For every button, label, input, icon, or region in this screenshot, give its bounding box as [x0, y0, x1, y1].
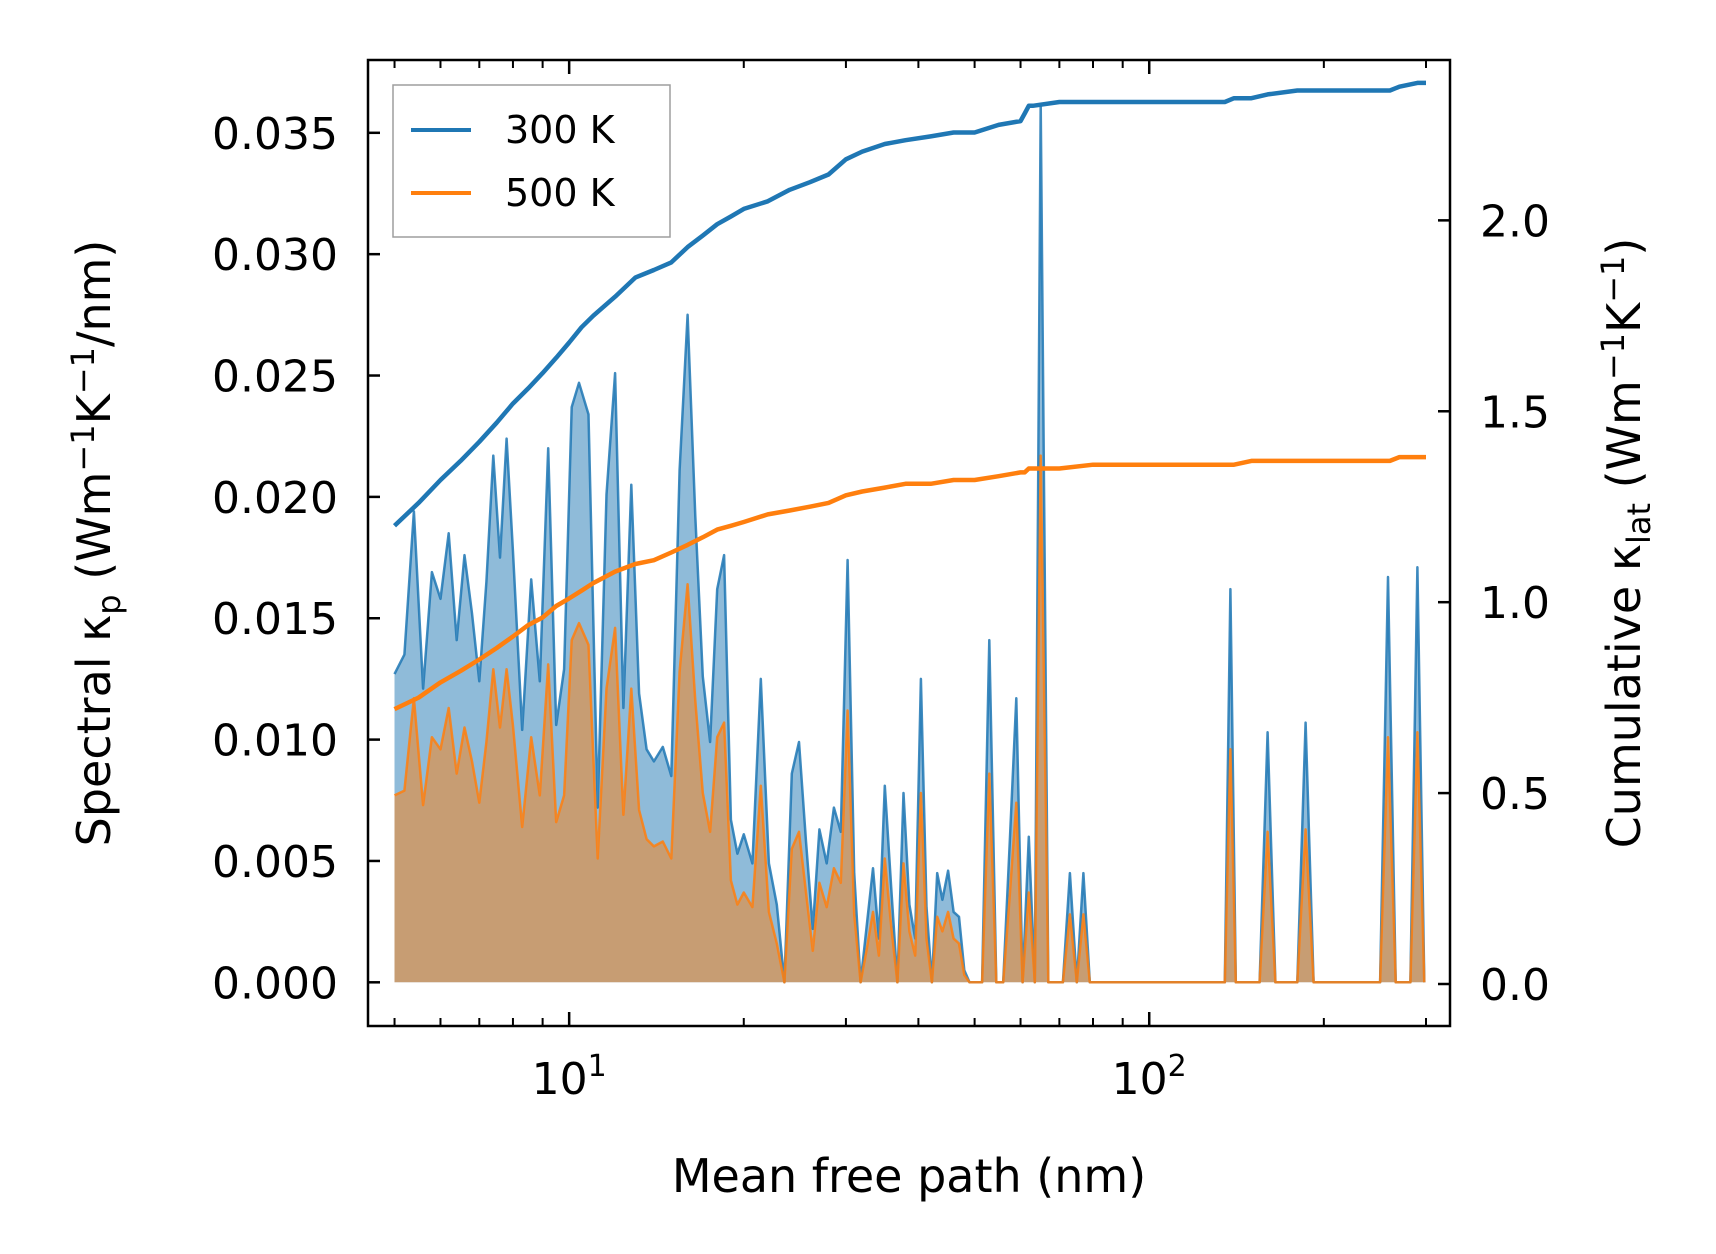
spectral-area-300k	[394, 103, 1425, 983]
y-left-label-sub: p	[90, 594, 128, 614]
data-lines	[392, 80, 1426, 712]
cumulative-line-300k	[392, 80, 1426, 528]
y-left-label-unit-open: (Wm	[67, 472, 121, 595]
y-left-label-unit-close: /nm)	[67, 240, 121, 347]
y-right-tick-label: 0.5	[1480, 769, 1550, 820]
spectral-line-500k	[393, 454, 1426, 984]
spectral-area-500k	[394, 455, 1425, 983]
cumulative-line-500k	[393, 454, 1426, 712]
y-right-label-exp1: −1	[1594, 333, 1632, 380]
x-tick-label: 101	[532, 1049, 607, 1105]
y-right-axis-label: Cumulative κlat (Wm−1K−1)	[1594, 238, 1658, 849]
y-right-label-sub: lat	[1620, 503, 1658, 544]
spectral-fills	[393, 102, 1426, 984]
y-left-tick-label: 0.035	[212, 109, 338, 160]
y-left-tick-label: 0.025	[212, 352, 338, 403]
y-left-label-exp2: −1	[64, 347, 102, 394]
y-right-label-unit-close: )	[1597, 238, 1651, 256]
axis-ticks: 0.000 0.005 0.010 0.015 0.020 0.025 0.030 0.035…	[212, 60, 1550, 1105]
legend-label-500k: 500 K	[505, 171, 616, 215]
y-left-tick-label: 0.000	[212, 958, 338, 1009]
y-left-tick-label: 0.005	[212, 837, 338, 888]
y-right-label-unit-open: (Wm	[1597, 380, 1651, 503]
y-left-label-k: K	[67, 392, 121, 424]
spectral-line-300k	[393, 102, 1426, 984]
y-left-axis-label: Spectral κp (Wm−1K−1/nm)	[64, 240, 128, 847]
y-right-tick-label: 2.0	[1480, 196, 1550, 247]
y-right-label-exp2: −1	[1594, 256, 1632, 303]
y-left-tick-label: 0.020	[212, 473, 338, 524]
plot-frame	[366, 58, 1452, 1028]
y-right-label-k: K	[1597, 301, 1651, 333]
legend: 300 K 500 K	[392, 84, 671, 238]
y-left-tick-label: 0.015	[212, 594, 338, 645]
legend-label-300k: 300 K	[505, 108, 616, 152]
x-tick-label: 102	[1112, 1049, 1187, 1105]
y-left-tick-label: 0.030	[212, 230, 338, 281]
y-right-tick-label: 1.5	[1480, 387, 1550, 438]
x-axis-label: Mean free path (nm)	[672, 1149, 1146, 1203]
legend-box	[392, 84, 671, 238]
y-left-tick-label: 0.010	[212, 716, 338, 767]
y-right-label-base: Cumulative κ	[1597, 544, 1651, 848]
y-right-tick-label: 1.0	[1480, 578, 1550, 629]
y-left-label-base: Spectral κ	[67, 615, 121, 847]
y-left-label-exp1: −1	[64, 424, 102, 471]
y-right-tick-label: 0.0	[1480, 960, 1550, 1011]
